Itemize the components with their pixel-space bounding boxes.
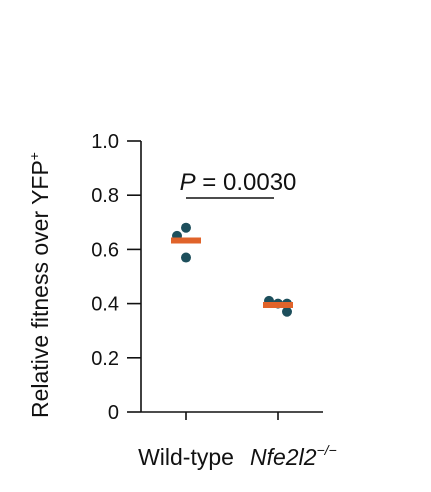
y-tick-label: 0.6 [91,239,119,261]
y-tick-label: 1.0 [91,131,119,153]
category-labels: Wild-type Nfe2l2−/− [138,442,337,470]
data-point [181,252,191,263]
data-marks [171,222,293,317]
x-category-label: Nfe2l2−/− [250,442,337,470]
y-tick-label: 0.4 [91,294,119,316]
y-axis-label: Relative fitness over YFP+ [26,152,53,418]
p-value-annotation: P = 0.0030 [180,169,297,199]
axes [140,141,323,420]
x-category-label: Wild-type [138,444,234,470]
y-tick-label: 0.2 [91,348,119,370]
y-tick-label: 0 [108,402,119,424]
p-value-text: P = 0.0030 [180,169,297,196]
data-point [181,222,191,233]
y-ticks: 0 0.2 0.4 0.6 0.8 1.0 [91,131,141,424]
data-point [282,306,292,317]
y-tick-label: 0.8 [91,185,119,207]
